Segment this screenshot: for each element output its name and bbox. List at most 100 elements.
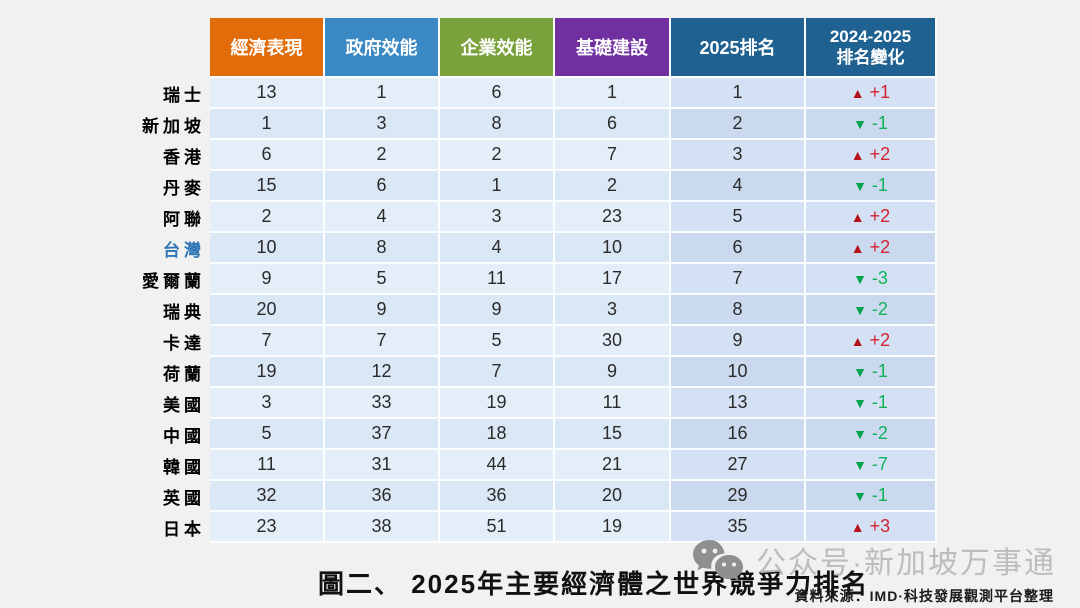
- score-cell: 8: [440, 109, 555, 140]
- column-header-infrastructure: 基礎建設: [555, 18, 671, 78]
- score-cell: 38: [325, 512, 440, 543]
- rank-change-cell: ▲ +2: [806, 202, 937, 233]
- column-header-economic-performance: 經濟表現: [210, 18, 325, 78]
- rank-change-cell: ▼ -1: [806, 171, 937, 202]
- rank-change-value: +3: [869, 516, 891, 536]
- score-cell: 6: [440, 78, 555, 109]
- country-label: 荷蘭: [163, 365, 205, 384]
- score-cell: 11: [440, 264, 555, 295]
- score-cell: 1: [440, 171, 555, 202]
- score-cell: 10: [555, 233, 671, 264]
- rank-2025-cell: 2: [671, 109, 806, 140]
- rank-change-value: +1: [869, 82, 891, 102]
- score-cell: 1: [210, 109, 325, 140]
- down-triangle-icon: ▼: [853, 270, 867, 287]
- country-label: 愛爾蘭: [142, 272, 205, 291]
- score-cell: 6: [555, 109, 671, 140]
- score-cell: 20: [210, 295, 325, 326]
- rank-2025-cell: 5: [671, 202, 806, 233]
- score-cell: 9: [210, 264, 325, 295]
- score-cell: 9: [440, 295, 555, 326]
- score-cell: 2: [210, 202, 325, 233]
- rank-change-cell: ▲ +2: [806, 326, 937, 357]
- rank-2025-cell: 6: [671, 233, 806, 264]
- score-cell: 15: [210, 171, 325, 202]
- rank-2025-cell: 16: [671, 419, 806, 450]
- rank-2025-cell: 8: [671, 295, 806, 326]
- down-triangle-icon: ▼: [853, 456, 867, 473]
- score-cell: 2: [555, 171, 671, 202]
- score-cell: 7: [210, 326, 325, 357]
- column-header-rank-change: 2024-2025 排名變化: [806, 18, 937, 78]
- score-cell: 8: [325, 233, 440, 264]
- up-triangle-icon: ▲: [850, 208, 865, 225]
- rank-change-cell: ▲ +1: [806, 78, 937, 109]
- ranking-table: 經濟表現 政府效能 企業效能 基礎建設 2025排名 2024-2025 排名變…: [142, 18, 937, 543]
- column-header-government-efficiency: 政府效能: [325, 18, 440, 78]
- score-cell: 20: [555, 481, 671, 512]
- rank-2025-cell: 10: [671, 357, 806, 388]
- rank-change-value: -2: [871, 423, 888, 443]
- score-cell: 17: [555, 264, 671, 295]
- watermark-text: 公众号·新加坡万事通: [756, 547, 1056, 580]
- rank-change-value: +2: [869, 144, 891, 164]
- score-cell: 5: [210, 419, 325, 450]
- rank-change-value: -2: [871, 299, 888, 319]
- watermark: 公众号·新加坡万事通: [690, 536, 1056, 584]
- up-triangle-icon: ▲: [850, 332, 865, 349]
- score-cell: 7: [440, 357, 555, 388]
- score-cell: 7: [555, 140, 671, 171]
- rank-2025-cell: 13: [671, 388, 806, 419]
- country-label: 香港: [163, 148, 205, 167]
- score-cell: 18: [440, 419, 555, 450]
- rank-2025-cell: 9: [671, 326, 806, 357]
- rank-2025-cell: 29: [671, 481, 806, 512]
- score-cell: 7: [325, 326, 440, 357]
- rank-change-cell: ▼ -1: [806, 357, 937, 388]
- country-label: 英國: [163, 489, 205, 508]
- rank-change-value: -3: [871, 268, 888, 288]
- score-cell: 19: [440, 388, 555, 419]
- rank-2025-cell: 7: [671, 264, 806, 295]
- score-cell: 1: [555, 78, 671, 109]
- score-cell: 21: [555, 450, 671, 481]
- score-cell: 3: [210, 388, 325, 419]
- country-label: 韓國: [163, 458, 205, 477]
- rank-change-cell: ▼ -2: [806, 295, 937, 326]
- rank-change-cell: ▲ +3: [806, 512, 937, 543]
- score-cell: 10: [210, 233, 325, 264]
- score-cell: 44: [440, 450, 555, 481]
- score-cell: 2: [325, 140, 440, 171]
- score-cell: 36: [325, 481, 440, 512]
- rank-change-cell: ▲ +2: [806, 140, 937, 171]
- up-triangle-icon: ▲: [850, 239, 865, 256]
- rank-change-value: -7: [871, 454, 888, 474]
- down-triangle-icon: ▼: [853, 301, 867, 318]
- country-label: 美國: [163, 396, 205, 415]
- score-cell: 31: [325, 450, 440, 481]
- score-cell: 3: [440, 202, 555, 233]
- score-cell: 6: [210, 140, 325, 171]
- rank-change-header-line2: 排名變化: [836, 48, 905, 67]
- score-cell: 1: [325, 78, 440, 109]
- rank-change-cell: ▼ -7: [806, 450, 937, 481]
- corner-spacer: [142, 18, 210, 78]
- rank-2025-cell: 3: [671, 140, 806, 171]
- score-cell: 19: [555, 512, 671, 543]
- score-cell: 37: [325, 419, 440, 450]
- score-cell: 5: [440, 326, 555, 357]
- score-cell: 30: [555, 326, 671, 357]
- rank-change-cell: ▼ -2: [806, 419, 937, 450]
- score-cell: 4: [325, 202, 440, 233]
- score-cell: 9: [325, 295, 440, 326]
- rank-change-value: +2: [869, 330, 891, 350]
- score-cell: 3: [325, 109, 440, 140]
- rank-2025-cell: 27: [671, 450, 806, 481]
- country-label: 新加坡: [142, 117, 205, 136]
- score-cell: 12: [325, 357, 440, 388]
- down-triangle-icon: ▼: [853, 425, 867, 442]
- column-header-business-efficiency: 企業效能: [440, 18, 555, 78]
- rank-change-cell: ▼ -1: [806, 109, 937, 140]
- figure-caption: 圖二、 2025年主要經濟體之世界競爭力排名: [318, 569, 870, 599]
